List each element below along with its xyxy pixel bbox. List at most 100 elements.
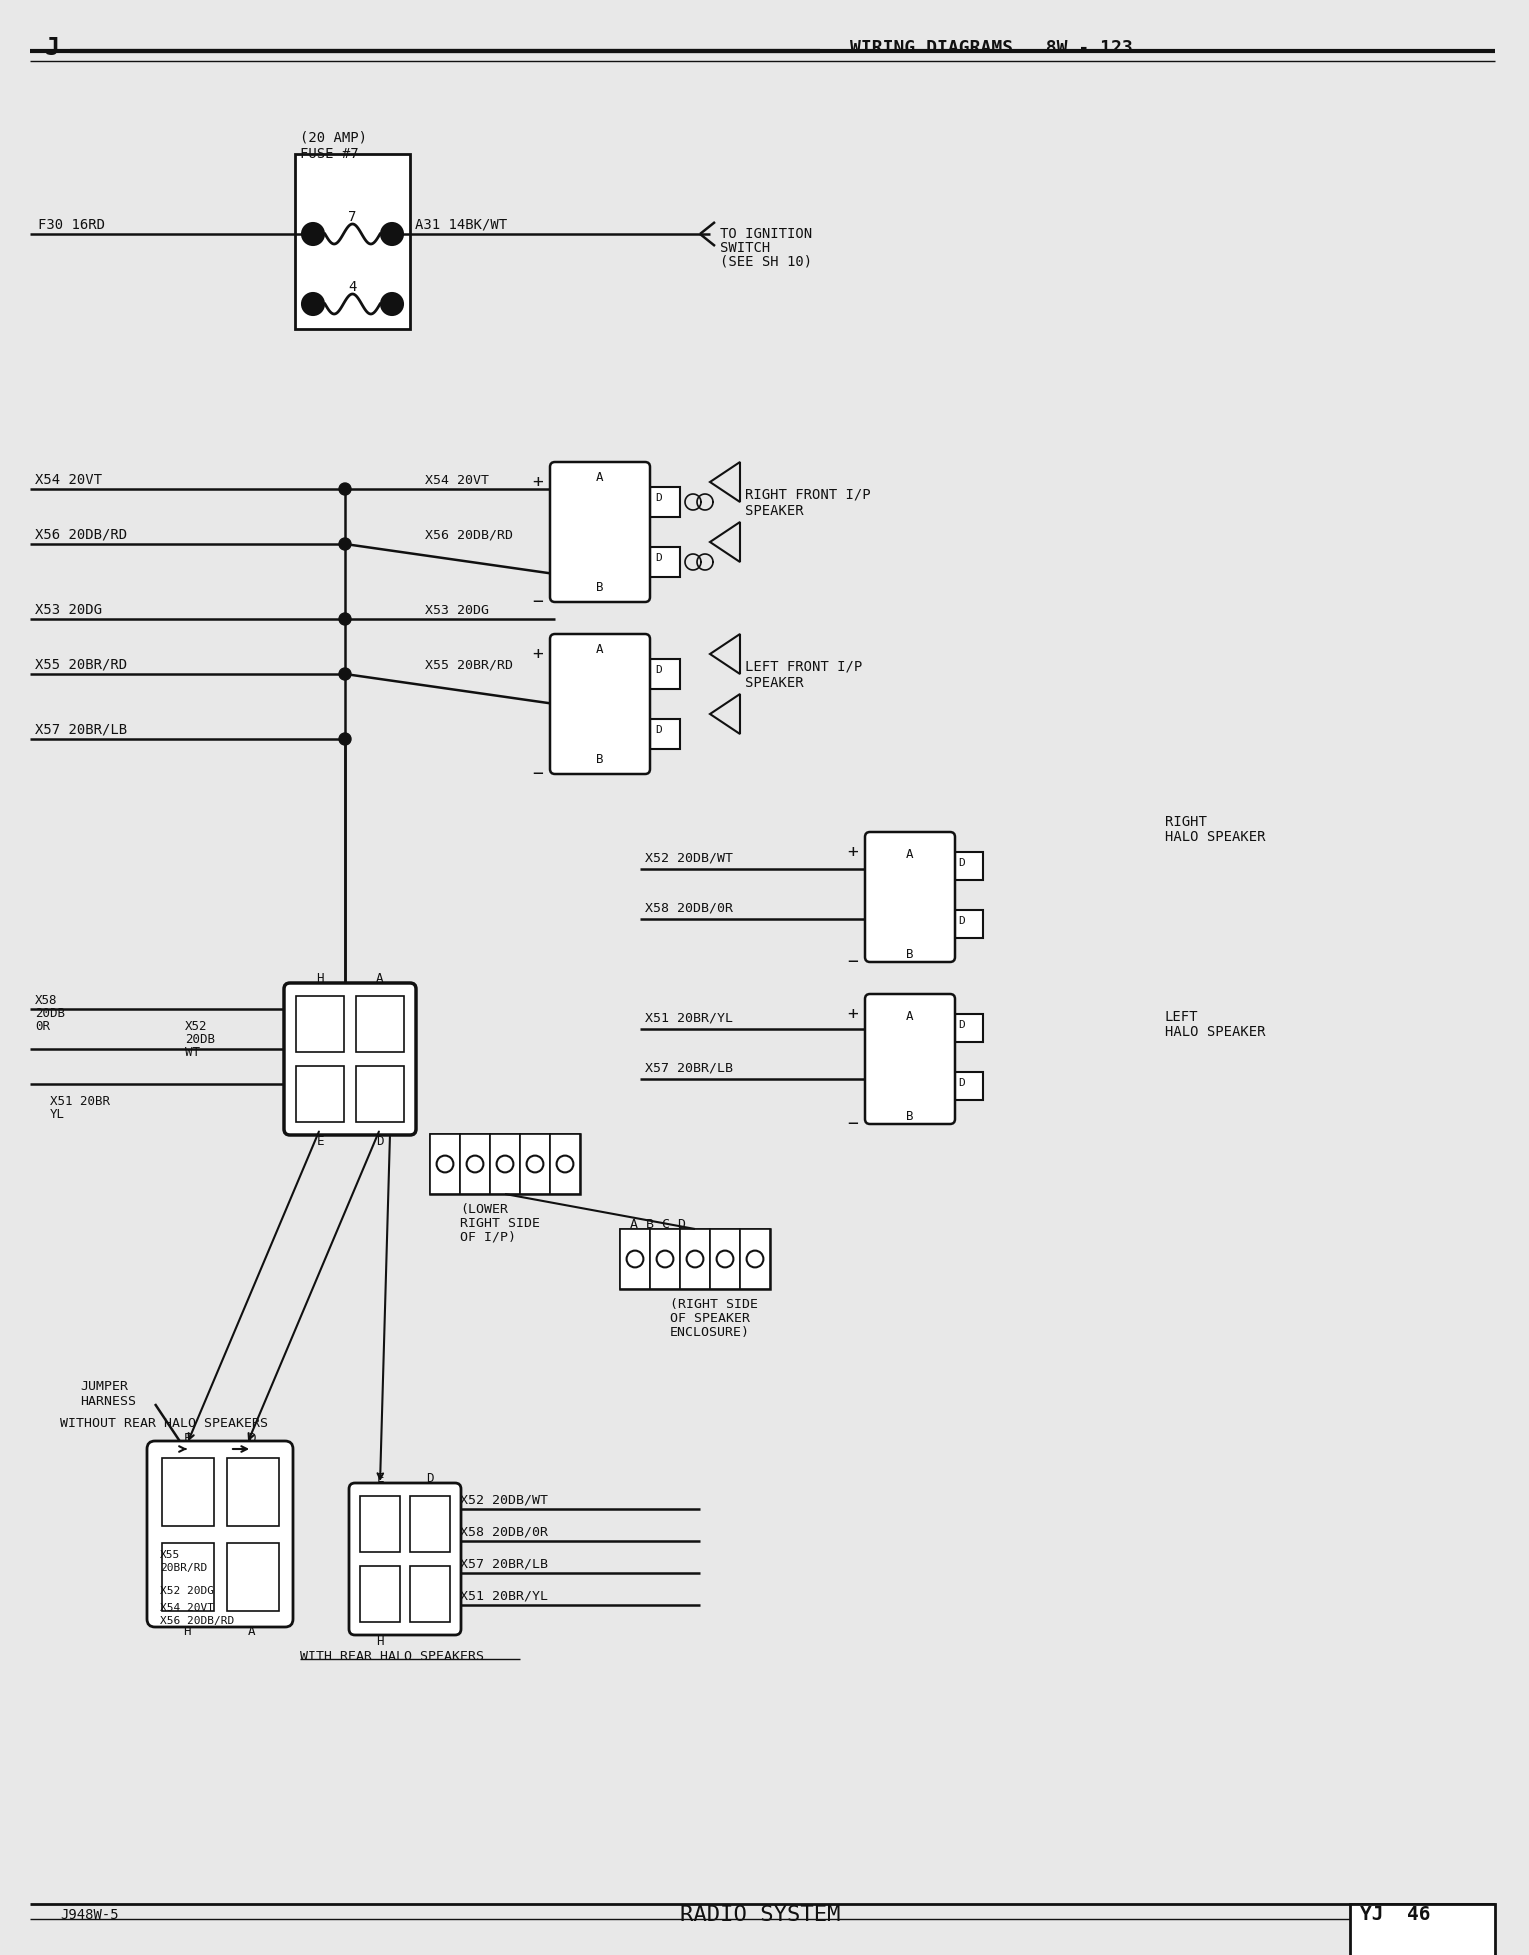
Text: YJ  46: YJ 46 bbox=[1359, 1904, 1430, 1924]
Text: D: D bbox=[654, 553, 662, 563]
Text: A: A bbox=[907, 1009, 914, 1022]
Text: X58 20DB/0R: X58 20DB/0R bbox=[460, 1525, 547, 1539]
Text: +: + bbox=[532, 645, 543, 663]
Bar bbox=[359, 1496, 401, 1552]
Circle shape bbox=[339, 483, 352, 497]
Text: A B C D: A B C D bbox=[630, 1218, 687, 1230]
Text: (SEE SH 10): (SEE SH 10) bbox=[720, 254, 812, 270]
Bar bbox=[430, 1134, 460, 1195]
FancyBboxPatch shape bbox=[865, 833, 956, 962]
Text: X58 20DB/0R: X58 20DB/0R bbox=[645, 901, 732, 915]
Text: D: D bbox=[959, 1077, 965, 1087]
Circle shape bbox=[381, 293, 404, 317]
Text: (RIGHT SIDE: (RIGHT SIDE bbox=[670, 1298, 758, 1310]
Text: X52 20DB/WT: X52 20DB/WT bbox=[460, 1494, 547, 1505]
Bar bbox=[956, 1073, 983, 1101]
Text: ENCLOSURE): ENCLOSURE) bbox=[670, 1325, 751, 1339]
Text: JUMPER: JUMPER bbox=[80, 1380, 128, 1392]
Bar bbox=[226, 1458, 278, 1525]
Text: X52 20DG: X52 20DG bbox=[161, 1586, 214, 1595]
Text: X54 20VT: X54 20VT bbox=[35, 473, 102, 487]
Text: +: + bbox=[532, 473, 543, 491]
Text: X55 20BR/RD: X55 20BR/RD bbox=[425, 659, 514, 673]
FancyBboxPatch shape bbox=[147, 1441, 294, 1627]
Text: FUSE #7: FUSE #7 bbox=[300, 147, 359, 160]
Text: +: + bbox=[847, 1005, 858, 1022]
Text: WT: WT bbox=[185, 1046, 200, 1058]
Text: D: D bbox=[654, 725, 662, 735]
Text: HALO SPEAKER: HALO SPEAKER bbox=[1165, 1024, 1266, 1038]
Bar bbox=[297, 997, 344, 1052]
Text: TO IGNITION: TO IGNITION bbox=[720, 227, 812, 240]
Text: A: A bbox=[907, 848, 914, 860]
Text: SWITCH: SWITCH bbox=[720, 240, 771, 254]
Bar bbox=[226, 1542, 278, 1611]
FancyBboxPatch shape bbox=[550, 635, 650, 774]
Circle shape bbox=[339, 669, 352, 680]
Circle shape bbox=[437, 1155, 454, 1173]
Text: E: E bbox=[376, 1472, 384, 1484]
Text: +: + bbox=[847, 843, 858, 860]
Text: B: B bbox=[596, 581, 604, 594]
Circle shape bbox=[497, 1155, 514, 1173]
Bar bbox=[410, 1566, 450, 1623]
Bar bbox=[619, 1230, 771, 1290]
FancyBboxPatch shape bbox=[865, 995, 956, 1124]
Text: (20 AMP): (20 AMP) bbox=[300, 131, 367, 145]
Circle shape bbox=[303, 293, 324, 317]
Text: X52: X52 bbox=[185, 1019, 208, 1032]
Text: X57 20BR/LB: X57 20BR/LB bbox=[35, 723, 127, 737]
Text: X54 20VT: X54 20VT bbox=[425, 473, 489, 487]
Text: X52 20DB/WT: X52 20DB/WT bbox=[645, 852, 732, 864]
FancyBboxPatch shape bbox=[284, 983, 416, 1136]
Text: J948W-5: J948W-5 bbox=[60, 1906, 119, 1922]
Text: WITHOUT REAR HALO SPEAKERS: WITHOUT REAR HALO SPEAKERS bbox=[60, 1415, 268, 1429]
Bar bbox=[956, 911, 983, 938]
Bar bbox=[650, 659, 680, 690]
Text: RADIO SYSTEM: RADIO SYSTEM bbox=[680, 1904, 841, 1924]
Text: D: D bbox=[959, 915, 965, 925]
Circle shape bbox=[466, 1155, 483, 1173]
Text: X55 20BR/RD: X55 20BR/RD bbox=[35, 657, 127, 673]
Text: −: − bbox=[847, 1114, 858, 1132]
Bar bbox=[650, 487, 680, 518]
Text: B: B bbox=[907, 948, 914, 960]
Text: (LOWER: (LOWER bbox=[460, 1202, 508, 1216]
Bar bbox=[956, 852, 983, 880]
Text: A: A bbox=[248, 1625, 255, 1636]
Bar bbox=[460, 1134, 489, 1195]
Text: RIGHT SIDE: RIGHT SIDE bbox=[460, 1216, 540, 1230]
Text: X58: X58 bbox=[35, 993, 58, 1007]
Text: D: D bbox=[654, 493, 662, 502]
Bar bbox=[410, 1496, 450, 1552]
Text: A: A bbox=[596, 471, 604, 485]
Bar bbox=[356, 1067, 404, 1122]
Text: SPEAKER: SPEAKER bbox=[745, 676, 804, 690]
Bar bbox=[680, 1230, 709, 1290]
Text: X54 20VT: X54 20VT bbox=[161, 1603, 214, 1613]
Text: 20BR/RD: 20BR/RD bbox=[161, 1562, 208, 1572]
Bar bbox=[297, 1067, 344, 1122]
Text: 4: 4 bbox=[347, 280, 356, 293]
Text: −: − bbox=[532, 592, 543, 610]
Circle shape bbox=[339, 614, 352, 626]
Text: X51 20BR/YL: X51 20BR/YL bbox=[460, 1589, 547, 1603]
Text: D: D bbox=[376, 1134, 384, 1148]
Text: X57 20BR/LB: X57 20BR/LB bbox=[645, 1062, 732, 1075]
Text: −: − bbox=[847, 952, 858, 970]
Text: B: B bbox=[596, 753, 604, 766]
Circle shape bbox=[339, 733, 352, 745]
Bar bbox=[650, 719, 680, 749]
Bar bbox=[956, 1015, 983, 1042]
Text: E: E bbox=[183, 1431, 191, 1445]
Circle shape bbox=[746, 1251, 763, 1267]
Text: D: D bbox=[427, 1472, 434, 1484]
Text: F30 16RD: F30 16RD bbox=[38, 217, 106, 233]
Text: D: D bbox=[959, 1019, 965, 1030]
Bar bbox=[709, 1230, 740, 1290]
Bar bbox=[550, 1134, 579, 1195]
Bar bbox=[489, 1134, 520, 1195]
Text: H: H bbox=[183, 1625, 191, 1636]
Text: H: H bbox=[317, 972, 324, 985]
Text: HALO SPEAKER: HALO SPEAKER bbox=[1165, 829, 1266, 843]
